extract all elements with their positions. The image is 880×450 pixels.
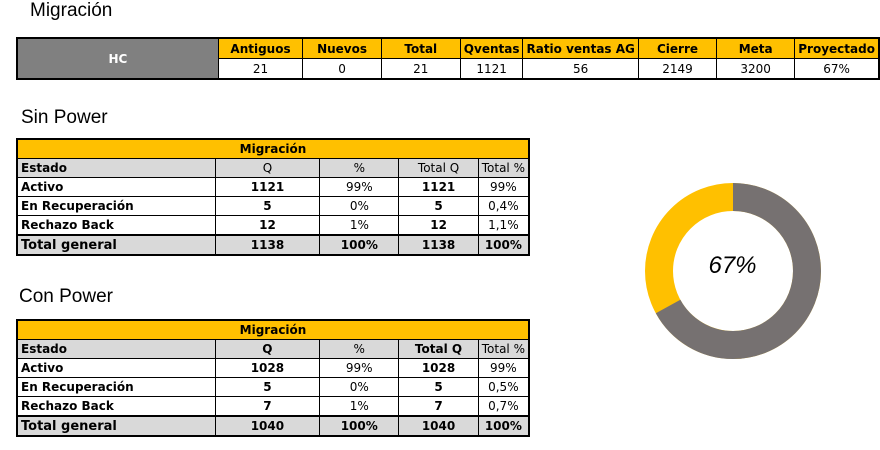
column-header: Total % (477, 158, 530, 178)
summary-value: 1121 (459, 58, 524, 80)
cell: 1040 (214, 415, 321, 437)
column-header: Estado (16, 158, 216, 178)
cell: 99% (477, 358, 530, 378)
donut-filled-segment (645, 183, 821, 359)
cell: 1% (319, 396, 400, 417)
summary-value: 2149 (637, 58, 718, 80)
cell: 0,5% (477, 377, 530, 397)
summary-header: Total (380, 37, 461, 59)
column-header: Total % (477, 339, 530, 359)
group-header: Migración (16, 138, 530, 159)
table-row: Rechazo Back 7 1% 7 0,7% (16, 396, 530, 417)
summary-header: Ratio ventas AG (522, 37, 639, 59)
cell: 5 (214, 196, 321, 216)
cell: 7 (214, 396, 321, 417)
table-row: En Recuperación 5 0% 5 0,4% (16, 196, 530, 216)
row-label: En Recuperación (16, 377, 216, 397)
column-header: % (319, 339, 400, 359)
con-power-title: Con Power (19, 286, 113, 307)
row-label: Activo (16, 358, 216, 378)
donut-chart (645, 183, 821, 359)
cell: 1121 (398, 177, 479, 197)
cell: 1040 (398, 415, 479, 437)
cell: 1138 (214, 234, 321, 256)
row-label: Rechazo Back (16, 215, 216, 236)
page-title: Migración (30, 0, 113, 21)
summary-header: Qventas (459, 37, 524, 59)
cell: 0,4% (477, 196, 530, 216)
cell: 0% (319, 377, 400, 397)
column-header: Total Q (398, 158, 479, 178)
sin-power-title: Sin Power (21, 107, 108, 128)
total-row: Total general 1040 100% 1040 100% (16, 415, 530, 437)
table-row: Activo 1121 99% 1121 99% (16, 177, 530, 197)
row-label: Rechazo Back (16, 396, 216, 417)
cell: 100% (319, 415, 400, 437)
row-label: Activo (16, 177, 216, 197)
summary-value: 21 (380, 58, 461, 80)
total-label: Total general (16, 415, 216, 437)
summary-value: 21 (217, 58, 304, 80)
con-power-table: Migración Estado Q % Total Q Total % Act… (16, 319, 530, 437)
column-header: Q (214, 158, 321, 178)
cell: 1028 (398, 358, 479, 378)
summary-value: 67% (794, 58, 880, 80)
summary-header: Nuevos (302, 37, 382, 59)
summary-value: 0 (302, 58, 382, 80)
cell: 99% (319, 358, 400, 378)
table-row: Activo 1028 99% 1028 99% (16, 358, 530, 378)
cell: 0,7% (477, 396, 530, 417)
cell: 99% (319, 177, 400, 197)
summary-header: Cierre (637, 37, 718, 59)
hc-label: HC (16, 37, 219, 80)
cell: 100% (477, 415, 530, 437)
group-header: Migración (16, 319, 530, 340)
cell: 100% (477, 234, 530, 256)
cell: 1138 (398, 234, 479, 256)
cell: 5 (398, 196, 479, 216)
column-header: % (319, 158, 400, 178)
cell: 99% (477, 177, 530, 197)
cell: 1,1% (477, 215, 530, 236)
cell: 100% (319, 234, 400, 256)
summary-header: Meta (716, 37, 796, 59)
total-row: Total general 1138 100% 1138 100% (16, 234, 530, 256)
cell: 1028 (214, 358, 321, 378)
sin-power-table: Migración Estado Q % Total Q Total % Act… (16, 138, 530, 256)
summary-value: 3200 (716, 58, 796, 80)
summary-header: Antiguos (217, 37, 304, 59)
cell: 12 (398, 215, 479, 236)
cell: 1121 (214, 177, 321, 197)
column-header: Estado (16, 339, 216, 359)
row-label: En Recuperación (16, 196, 216, 216)
summary-value: 56 (522, 58, 639, 80)
column-header: Total Q (398, 339, 479, 359)
summary-table: HC Antiguos Nuevos Total Qventas Ratio v… (16, 37, 880, 80)
cell: 7 (398, 396, 479, 417)
cell: 1% (319, 215, 400, 236)
cell: 5 (214, 377, 321, 397)
cell: 12 (214, 215, 321, 236)
table-row: Rechazo Back 12 1% 12 1,1% (16, 215, 530, 236)
donut-label: 67% (708, 252, 757, 279)
table-row: En Recuperación 5 0% 5 0,5% (16, 377, 530, 397)
total-label: Total general (16, 234, 216, 256)
cell: 5 (398, 377, 479, 397)
cell: 0% (319, 196, 400, 216)
column-header: Q (214, 339, 321, 359)
summary-header: Proyectado (794, 37, 880, 59)
